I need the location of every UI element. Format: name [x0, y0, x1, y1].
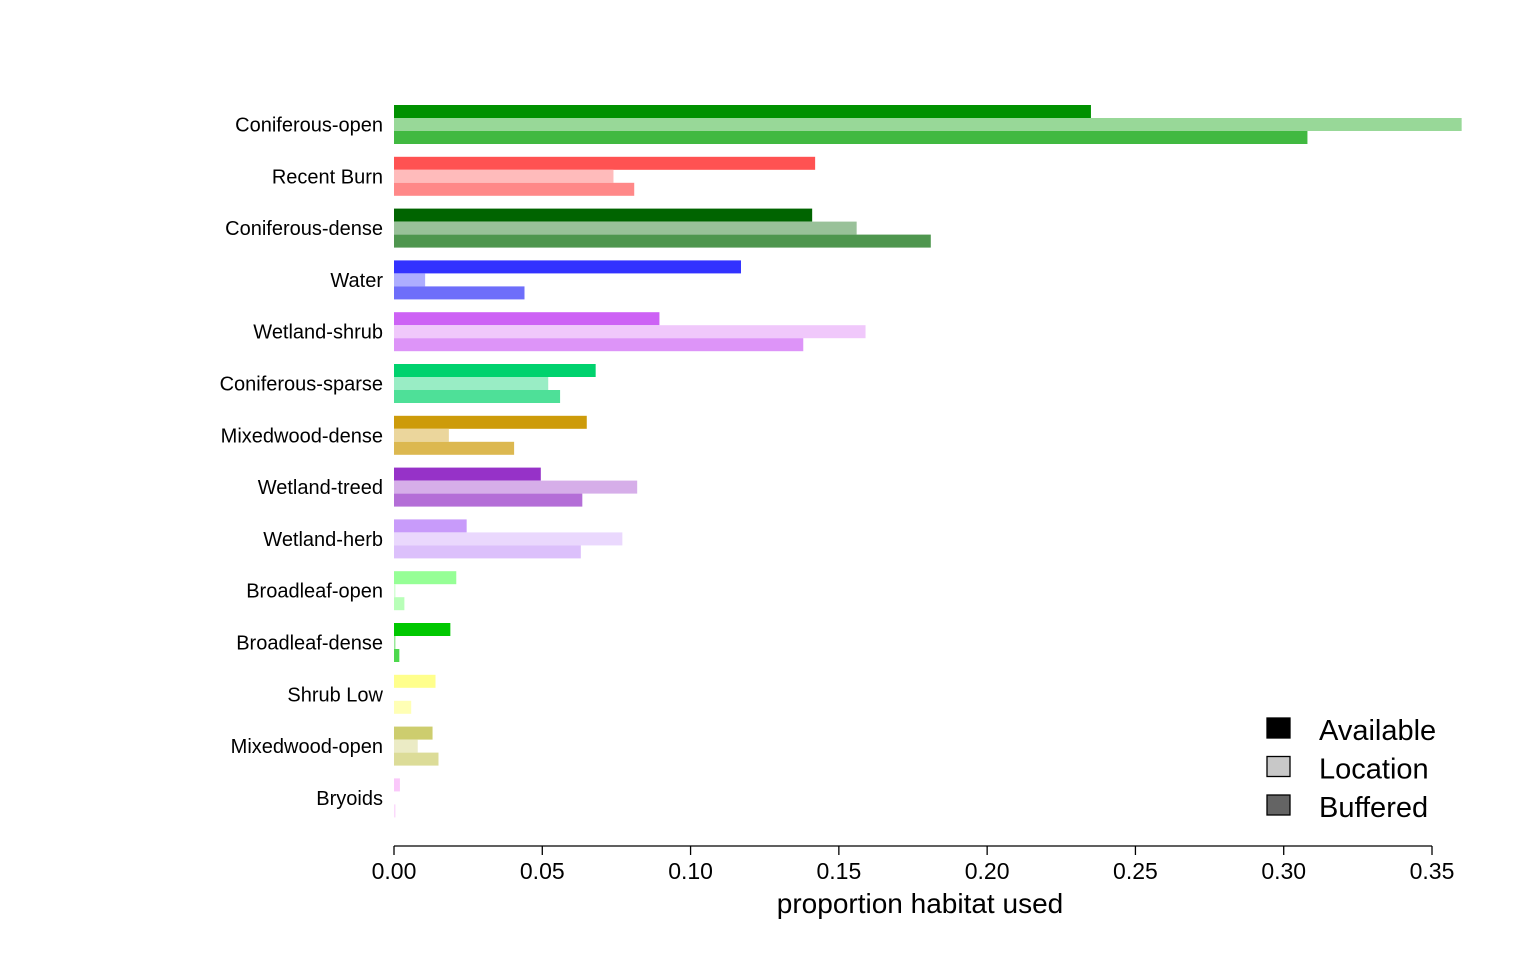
bar-water-location [394, 273, 426, 287]
x-tick-label: 0.00 [372, 858, 417, 884]
bar-broadleaf-dense-available [394, 623, 451, 636]
x-tick-label: 0.30 [1261, 858, 1306, 884]
bar-coniferous-sparse-buffered [394, 390, 561, 403]
category-label: Shrub Low [287, 684, 383, 706]
bar-mixedwood-dense-buffered [394, 441, 515, 455]
legend-swatch-location [1266, 755, 1291, 778]
bar-coniferous-dense-buffered [394, 234, 931, 248]
bars-group [394, 105, 1462, 818]
category-label: Water [330, 270, 383, 292]
category-label: Coniferous-sparse [220, 374, 383, 396]
bar-broadleaf-dense-location [394, 636, 396, 649]
category-label: Wetland-shrub [253, 322, 383, 344]
legend-label-location: Location [1319, 754, 1429, 786]
x-tick-label: 0.20 [965, 858, 1010, 884]
x-tick-label: 0.05 [520, 858, 565, 884]
bar-bryoids-buffered [394, 804, 396, 818]
category-label: Coniferous-dense [225, 218, 383, 240]
x-axis-title: proportion habitat used [777, 888, 1063, 919]
category-label: Broadleaf-open [246, 581, 383, 603]
bar-wetland-shrub-available [394, 312, 660, 326]
bar-broadleaf-open-location [394, 584, 396, 598]
bar-water-available [394, 260, 741, 274]
bar-wetland-shrub-buffered [394, 338, 804, 352]
x-tick-label: 0.10 [668, 858, 713, 884]
bar-mixedwood-open-buffered [394, 752, 439, 766]
category-label: Recent Burn [272, 166, 383, 188]
category-label: Coniferous-open [235, 115, 383, 137]
legend-label-buffered: Buffered [1319, 792, 1428, 824]
category-label: Mixedwood-open [231, 736, 383, 758]
legend-label-available: Available [1319, 715, 1436, 747]
category-label: Broadleaf-dense [236, 633, 383, 655]
category-labels: Coniferous-open Recent Burn Coniferous-den… [220, 115, 384, 810]
bar-coniferous-dense-available [394, 208, 813, 222]
bar-shrub-low-available [394, 674, 436, 688]
bar-wetland-herb-buffered [394, 545, 581, 559]
bar-recent-burn-location [394, 169, 614, 183]
bar-broadleaf-open-buffered [394, 597, 405, 611]
bar-mixedwood-dense-available [394, 415, 587, 429]
bar-coniferous-sparse-available [394, 364, 596, 377]
category-label: Bryoids [316, 788, 383, 810]
bar-recent-burn-buffered [394, 182, 635, 196]
bar-coniferous-open-buffered [394, 131, 1308, 144]
x-tick-label: 0.35 [1410, 858, 1455, 884]
category-label: Wetland-herb [263, 529, 383, 551]
bar-broadleaf-open-available [394, 571, 457, 585]
category-label: Wetland-treed [258, 477, 383, 499]
bar-shrub-low-buffered [394, 700, 412, 714]
bar-mixedwood-dense-location [394, 428, 449, 442]
bar-bryoids-available [394, 778, 400, 792]
bar-wetland-shrub-location [394, 325, 866, 339]
bar-wetland-treed-buffered [394, 493, 583, 507]
x-tick-label: 0.25 [1113, 858, 1158, 884]
legend-swatch-buffered [1266, 794, 1291, 816]
x-axis-ticks: 0.00 0.05 0.10 0.15 0.20 0.25 0.30 0.35 [372, 846, 1455, 884]
bar-coniferous-open-location [394, 118, 1462, 131]
bar-wetland-treed-available [394, 467, 541, 481]
category-label: Mixedwood-dense [221, 425, 383, 447]
bar-wetland-treed-location [394, 480, 638, 494]
bar-wetland-herb-location [394, 532, 623, 546]
bar-broadleaf-dense-buffered [394, 649, 400, 662]
bar-coniferous-dense-location [394, 221, 857, 235]
bar-recent-burn-available [394, 156, 816, 170]
bar-coniferous-sparse-location [394, 377, 549, 390]
x-tick-label: 0.15 [816, 858, 861, 884]
bar-mixedwood-open-location [394, 739, 418, 753]
bar-coniferous-open-available [394, 105, 1091, 118]
legend: Available Location Buffered [1266, 715, 1436, 824]
bar-mixedwood-open-available [394, 726, 433, 740]
bar-wetland-herb-available [394, 519, 467, 533]
bar-water-buffered [394, 286, 525, 300]
legend-swatch-available [1266, 717, 1291, 739]
